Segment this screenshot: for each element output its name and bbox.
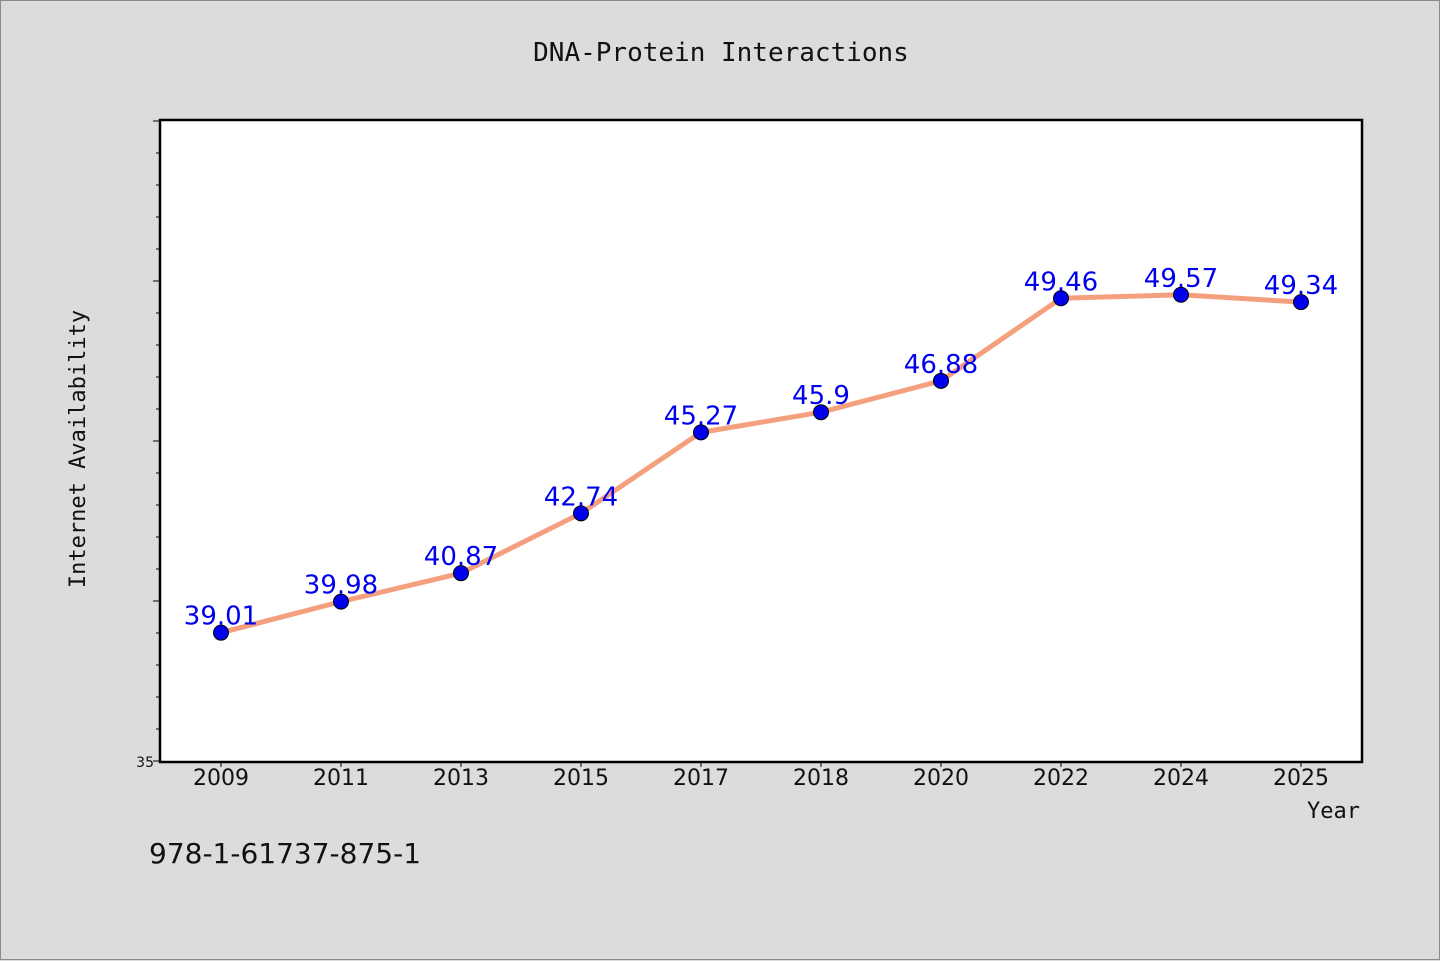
- data-label: 39.01: [184, 602, 258, 632]
- data-point: [333, 593, 349, 610]
- y-tick-label: 35: [136, 755, 154, 771]
- plot-area: [158, 118, 1364, 764]
- data-point: [1293, 294, 1309, 311]
- data-point: [1173, 286, 1189, 303]
- data-label: 45.9: [792, 381, 850, 411]
- y-axis-label: Internet Availability: [66, 310, 91, 588]
- data-label: 45.27: [664, 401, 738, 431]
- series-line: [218, 292, 1304, 636]
- data-point: [813, 404, 829, 421]
- x-tick-label: 2017: [673, 766, 729, 791]
- x-tick-label: 2022: [1033, 766, 1089, 791]
- data-point: [213, 624, 229, 641]
- data-point: [693, 424, 709, 441]
- series-line-group: [218, 292, 1304, 636]
- series-markers: [213, 286, 1309, 641]
- data-label: 40.87: [424, 542, 498, 572]
- data-labels: 39.01 39.98 40.87 42.74 45.27 45.9 46.88 49.46 4…: [184, 264, 1338, 632]
- x-tick-label: 2020: [913, 766, 969, 791]
- chart-title: DNA-Protein Interactions: [533, 38, 909, 68]
- data-label: 49.57: [1144, 264, 1218, 294]
- x-axis-label: Year: [1307, 799, 1360, 824]
- data-label: 39.98: [304, 571, 378, 601]
- data-label: 42.74: [544, 482, 618, 512]
- data-label: 49.34: [1264, 271, 1338, 301]
- x-tick-label: 2018: [793, 766, 849, 791]
- data-point: [453, 565, 469, 582]
- y-axis-ticks: [153, 120, 161, 762]
- data-label: 49.46: [1024, 267, 1098, 297]
- x-tick-label: 2024: [1153, 766, 1209, 791]
- data-label: 46.88: [904, 350, 978, 380]
- data-point: [573, 505, 589, 522]
- x-axis-ticks: 2009 2011 2013 2015 2017 2018 2020 2022 2024 2025: [193, 761, 1329, 791]
- data-point: [1053, 290, 1069, 307]
- data-point: [933, 372, 949, 389]
- x-tick-label: 2013: [433, 766, 489, 791]
- x-tick-label: 2025: [1273, 766, 1329, 791]
- isbn-footer: 978-1-61737-875-1: [149, 837, 421, 870]
- x-tick-label: 2011: [313, 766, 369, 791]
- x-tick-label: 2009: [193, 766, 249, 791]
- x-tick-label: 2015: [553, 766, 609, 791]
